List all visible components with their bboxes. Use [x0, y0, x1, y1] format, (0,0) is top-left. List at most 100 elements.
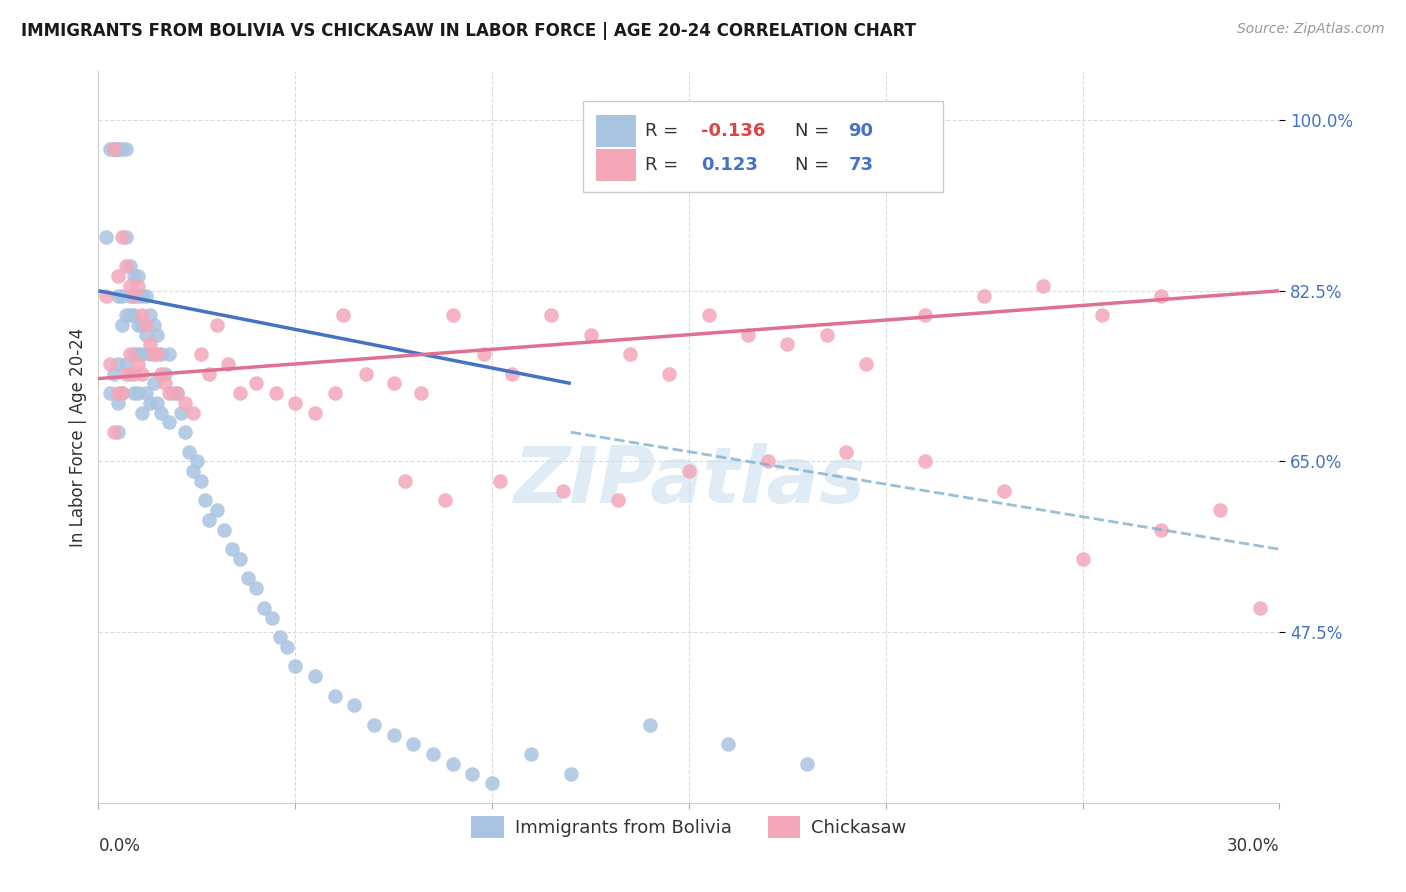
Point — [135, 318, 157, 332]
Point — [501, 367, 523, 381]
Point — [619, 347, 641, 361]
Point — [174, 396, 197, 410]
Point — [138, 308, 160, 322]
Point — [229, 386, 252, 401]
Point — [115, 230, 138, 244]
Point — [472, 347, 495, 361]
Point — [276, 640, 298, 654]
Point — [122, 386, 145, 401]
Point — [560, 766, 582, 780]
Point — [697, 308, 720, 322]
Point — [607, 493, 630, 508]
Point — [118, 308, 141, 322]
Point — [122, 347, 145, 361]
Point — [166, 386, 188, 401]
Point — [131, 347, 153, 361]
Point — [107, 386, 129, 401]
Point — [98, 357, 121, 371]
Point — [142, 347, 165, 361]
Point — [194, 493, 217, 508]
Point — [1150, 288, 1173, 302]
Text: 30.0%: 30.0% — [1227, 837, 1279, 855]
Point — [717, 737, 740, 751]
Point — [107, 425, 129, 440]
Point — [98, 386, 121, 401]
Point — [1032, 279, 1054, 293]
Point — [166, 386, 188, 401]
Point — [157, 386, 180, 401]
Point — [146, 396, 169, 410]
Y-axis label: In Labor Force | Age 20-24: In Labor Force | Age 20-24 — [69, 327, 87, 547]
Text: N =: N = — [796, 156, 835, 174]
Point — [118, 279, 141, 293]
Point — [737, 327, 759, 342]
Point — [551, 483, 574, 498]
Point — [157, 416, 180, 430]
Point — [138, 347, 160, 361]
Point — [107, 357, 129, 371]
Point — [993, 483, 1015, 498]
Point — [107, 142, 129, 156]
Point — [122, 269, 145, 284]
Point — [441, 756, 464, 771]
Point — [96, 230, 118, 244]
Point — [155, 376, 177, 391]
Point — [135, 327, 157, 342]
Point — [914, 308, 936, 322]
Point — [122, 308, 145, 322]
Point — [131, 406, 153, 420]
Point — [197, 367, 219, 381]
Point — [229, 552, 252, 566]
Point — [394, 474, 416, 488]
Text: 90: 90 — [848, 122, 873, 140]
Point — [205, 503, 228, 517]
Point — [122, 288, 145, 302]
Point — [111, 318, 134, 332]
Point — [107, 269, 129, 284]
Point — [205, 318, 228, 332]
Point — [914, 454, 936, 468]
Point — [107, 142, 129, 156]
Point — [111, 386, 134, 401]
Point — [127, 279, 149, 293]
Point — [122, 288, 145, 302]
Point — [540, 308, 562, 322]
Point — [111, 142, 134, 156]
Point — [756, 454, 779, 468]
Point — [150, 367, 173, 381]
Text: -0.136: -0.136 — [700, 122, 765, 140]
Point — [260, 610, 283, 624]
Point — [127, 318, 149, 332]
Point — [138, 396, 160, 410]
Point — [131, 308, 153, 322]
Point — [245, 581, 267, 595]
Point — [98, 142, 121, 156]
Point — [236, 572, 259, 586]
Point — [115, 308, 138, 322]
Point — [217, 357, 239, 371]
Text: 73: 73 — [848, 156, 873, 174]
Point — [118, 260, 141, 274]
Point — [284, 396, 307, 410]
Point — [103, 425, 125, 440]
Point — [835, 444, 858, 458]
Point — [269, 630, 291, 644]
Point — [127, 347, 149, 361]
Point — [245, 376, 267, 391]
Point — [115, 367, 138, 381]
Point — [111, 386, 134, 401]
Point — [1209, 503, 1232, 517]
FancyBboxPatch shape — [582, 101, 943, 192]
Point — [411, 386, 433, 401]
Point — [214, 523, 236, 537]
Point — [122, 367, 145, 381]
Text: R =: R = — [645, 122, 685, 140]
Point — [190, 474, 212, 488]
Point — [796, 756, 818, 771]
Point — [131, 367, 153, 381]
Point — [855, 357, 877, 371]
Point — [96, 288, 118, 302]
Point — [678, 464, 700, 478]
FancyBboxPatch shape — [596, 115, 636, 147]
Point — [150, 406, 173, 420]
